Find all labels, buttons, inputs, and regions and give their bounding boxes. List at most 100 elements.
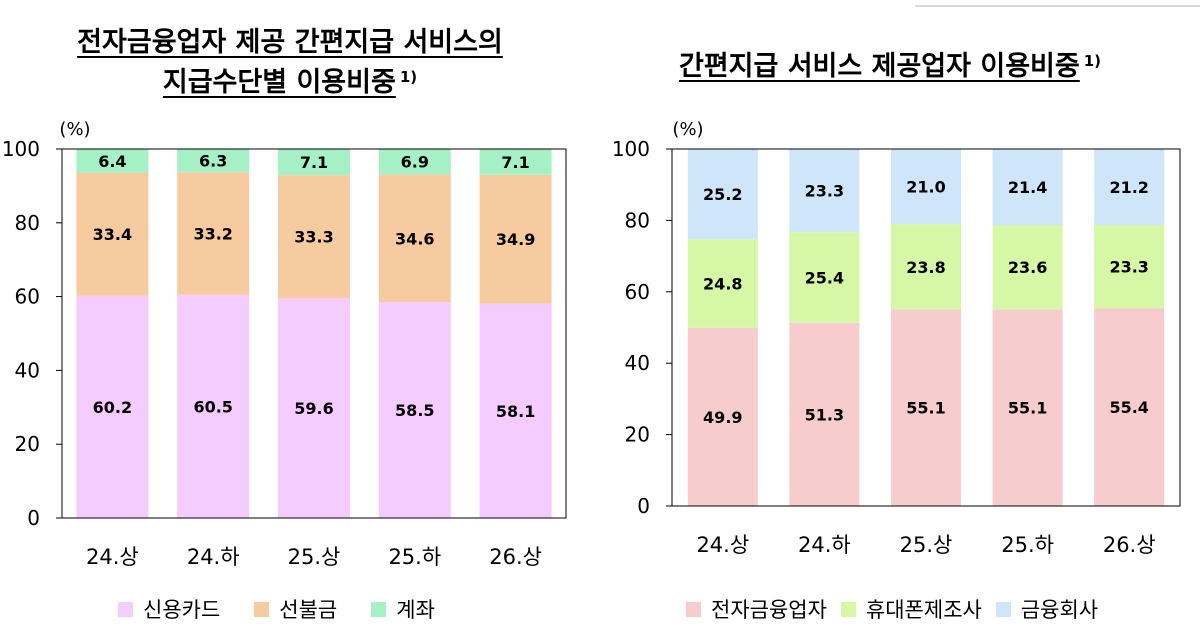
right-chart-title-line1: 간편지급 서비스 제공업자 이용비중 — [678, 51, 1080, 82]
right-chart-legend: 전자금융업자 휴대폰제조사 금융회사 — [686, 594, 1112, 624]
chart0-xtick-label: 25.하 — [388, 545, 441, 569]
chart1-ytick-label: 80 — [625, 208, 650, 232]
chart1-ytick-label: 60 — [625, 280, 650, 304]
chart1-xtick-label: 24.상 — [696, 533, 749, 557]
chart1-data-label: 21.0 — [906, 178, 945, 197]
legend-item: 전자금융업자 — [686, 594, 827, 624]
legend-label: 금융회사 — [1020, 598, 1099, 622]
chart1-bar-전자금융업자 — [789, 322, 860, 506]
chart1-bar-금융회사 — [687, 149, 758, 240]
chart0-data-label: 6.4 — [98, 152, 126, 171]
chart0-bar-계좌 — [177, 149, 250, 173]
chart0-xtick-label: 25.상 — [288, 545, 341, 569]
legend-item: 선불금 — [254, 594, 337, 624]
chart0-bar-계좌 — [76, 149, 149, 173]
chart1-bar-휴대폰제조사 — [891, 224, 961, 310]
chart0-data-label: 6.9 — [401, 153, 429, 172]
chart0-data-label: 34.9 — [496, 230, 535, 249]
chart1-bar-금융회사 — [789, 149, 860, 233]
chart1-data-label: 23.3 — [1109, 258, 1148, 277]
chart0-bar-선불금 — [177, 172, 250, 295]
chart0-data-label: 60.5 — [193, 397, 232, 416]
chart1-bar-금융회사 — [992, 149, 1063, 226]
legend-swatch — [995, 601, 1011, 617]
legend-swatch — [371, 601, 387, 617]
chart1-unit-label: (%) — [672, 119, 703, 140]
chart1-data-label: 55.1 — [906, 399, 945, 418]
chart1-data-label: 55.1 — [1008, 399, 1047, 418]
chart0-ytick-label: 100 — [2, 137, 40, 161]
chart0-ytick-label: 0 — [27, 506, 40, 530]
legend-label: 계좌 — [396, 598, 435, 622]
chart0-bar-신용카드 — [378, 302, 451, 518]
chart0-data-label: 33.2 — [193, 225, 232, 244]
chart1-data-label: 21.4 — [1008, 178, 1047, 197]
chart1-bar-전자금융업자 — [687, 327, 758, 506]
chart1-xtick-label: 24.하 — [798, 533, 851, 557]
chart0-bar-선불금 — [278, 175, 350, 299]
chart0-data-label: 58.1 — [496, 402, 535, 421]
right-chart-title-note: 1) — [1083, 52, 1102, 70]
chart0-ytick-label: 40 — [15, 358, 40, 382]
chart1-bar-전자금융업자 — [992, 309, 1063, 506]
chart0-data-label: 34.6 — [395, 229, 434, 248]
chart0-ytick-label: 20 — [15, 432, 40, 456]
chart0-data-label: 60.2 — [93, 398, 132, 417]
legend-label: 휴대폰제조사 — [865, 598, 982, 622]
chart1-data-label: 23.6 — [1008, 258, 1047, 277]
legend-item: 휴대폰제조사 — [840, 594, 982, 624]
chart0-bar-계좌 — [278, 149, 350, 176]
left-chart-title-line2: 지급수단별 이용비중 — [162, 67, 396, 98]
chart1-ytick-label: 40 — [625, 351, 650, 375]
chart0-bar-선불금 — [76, 172, 149, 296]
legend-label: 신용카드 — [143, 598, 221, 622]
chart1-bar-금융회사 — [891, 149, 961, 225]
legend-label: 전자금융업자 — [711, 598, 827, 622]
chart0-data-label: 58.5 — [395, 401, 434, 420]
legend-item: 신용카드 — [118, 594, 220, 624]
chart0-plot-frame — [61, 148, 567, 519]
chart1-data-label: 23.8 — [906, 258, 945, 277]
chart1-xtick-label: 26.상 — [1103, 533, 1156, 557]
chart1-bar-휴대폰제조사 — [992, 225, 1063, 310]
left-chart-legend: 신용카드 선불금 계좌 — [118, 594, 469, 624]
chart1-bar-금융회사 — [1094, 149, 1165, 226]
right-stacked-bar-chart: (%) 0 20 40 60 80 100 49.9 24.8 25.2 24.상 51.3 25.4 2… — [612, 119, 1181, 557]
chart1-bar-전자금융업자 — [891, 309, 961, 506]
legend-item: 금융회사 — [995, 594, 1099, 624]
left-chart-title-note: 1) — [399, 68, 418, 86]
chart1-ytick-label: 100 — [612, 137, 650, 161]
chart0-bar-신용카드 — [278, 298, 350, 518]
chart1-bar-휴대폰제조사 — [1094, 225, 1165, 309]
chart0-data-label: 6.3 — [199, 152, 227, 171]
chart0-ytick-label: 60 — [15, 285, 40, 309]
legend-swatch — [686, 601, 701, 617]
chart0-bar-신용카드 — [479, 303, 552, 518]
chart0-ytick-label: 80 — [15, 211, 40, 235]
chart1-data-label: 51.3 — [805, 405, 844, 424]
chart1-xtick-label: 25.상 — [900, 533, 953, 557]
chart1-data-label: 25.4 — [805, 269, 844, 288]
chart0-bar-선불금 — [479, 174, 552, 304]
left-chart-title-line1: 전자금융업자 제공 간편지급 서비스의 — [77, 27, 503, 58]
chart1-bar-전자금융업자 — [1094, 308, 1165, 506]
legend-swatch — [254, 601, 270, 617]
chart0-unit-label: (%) — [59, 119, 90, 140]
right-chart-title: 간편지급 서비스 제공업자 이용비중 1) — [620, 44, 1160, 84]
chart0-data-label: 7.1 — [501, 153, 529, 172]
chart0-bar-신용카드 — [76, 295, 149, 518]
chart1-data-label: 23.3 — [805, 182, 844, 201]
left-chart-title: 전자금융업자 제공 간편지급 서비스의 지급수단별 이용비중 1) — [20, 26, 560, 100]
chart0-bar-신용카드 — [177, 294, 250, 518]
chart0-data-label: 33.4 — [93, 225, 132, 244]
chart0-bar-계좌 — [378, 149, 451, 175]
chart1-xtick-label: 25.하 — [1001, 533, 1054, 557]
chart1-data-label: 25.2 — [703, 185, 742, 204]
chart1-data-label: 24.8 — [703, 275, 742, 294]
chart1-ytick-label: 0 — [637, 494, 650, 518]
chart0-bar-계좌 — [479, 149, 552, 175]
legend-swatch — [840, 601, 856, 617]
chart1-data-label: 49.9 — [703, 408, 742, 427]
left-stacked-bar-chart: (%) 0 20 40 60 80 100 60.2 33.4 6.4 24.상 60.5 33.2 6.… — [2, 119, 567, 569]
legend-item: 계좌 — [371, 594, 435, 624]
